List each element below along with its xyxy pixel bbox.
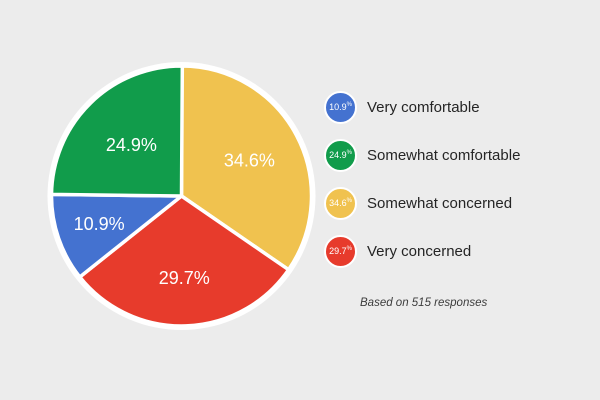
legend-label-very-comfortable: Very comfortable — [367, 99, 480, 116]
pie-slice-label-very-comfortable: 10.9% — [74, 214, 125, 234]
legend-badge-value: 34.6 — [329, 198, 347, 208]
legend-label-very-concerned: Very concerned — [367, 243, 472, 260]
legend-badge-somewhat-concerned: 34.6% — [324, 187, 357, 220]
legend-item-somewhat-comfortable: 24.9% Somewhat comfortable — [324, 139, 520, 172]
legend-badge-percent-sign: % — [346, 245, 352, 252]
pie-slice-somewhat-concerned — [179, 64, 314, 272]
pie-slice-somewhat-comfortable — [49, 64, 185, 198]
legend-badge-percent-sign: % — [346, 197, 352, 204]
footnote: Based on 515 responses — [360, 297, 488, 309]
legend-item-very-comfortable: 10.9% Very comfortable — [324, 91, 520, 124]
legend-item-very-concerned: 29.7% Very concerned — [324, 235, 520, 268]
legend-badge-value: 10.9 — [329, 102, 347, 112]
legend-label-somewhat-concerned: Somewhat concerned — [367, 195, 513, 212]
legend-badge-percent-sign: % — [346, 149, 352, 156]
legend: 10.9% Very comfortable 24.9% Somewhat comfo… — [324, 91, 520, 268]
pie-slice-very-concerned — [78, 194, 291, 328]
legend-badge-very-comfortable: 10.9% — [324, 91, 357, 124]
pie-slice-very-comfortable — [49, 192, 184, 279]
legend-badge-value: 29.7 — [329, 246, 347, 256]
legend-badge-value: 24.9 — [329, 150, 347, 160]
pie-slice-label-somewhat-comfortable: 24.9% — [106, 135, 157, 155]
legend-badge-somewhat-comfortable: 24.9% — [324, 139, 357, 172]
legend-badge-very-concerned: 29.7% — [324, 235, 357, 268]
pie-slice-label-very-concerned: 29.7% — [159, 268, 210, 288]
legend-item-somewhat-concerned: 34.6% Somewhat concerned — [324, 187, 520, 220]
pie-slice-label-somewhat-concerned: 34.6% — [224, 150, 275, 170]
legend-badge-percent-sign: % — [346, 101, 352, 108]
legend-label-somewhat-comfortable: Somewhat comfortable — [367, 147, 521, 164]
